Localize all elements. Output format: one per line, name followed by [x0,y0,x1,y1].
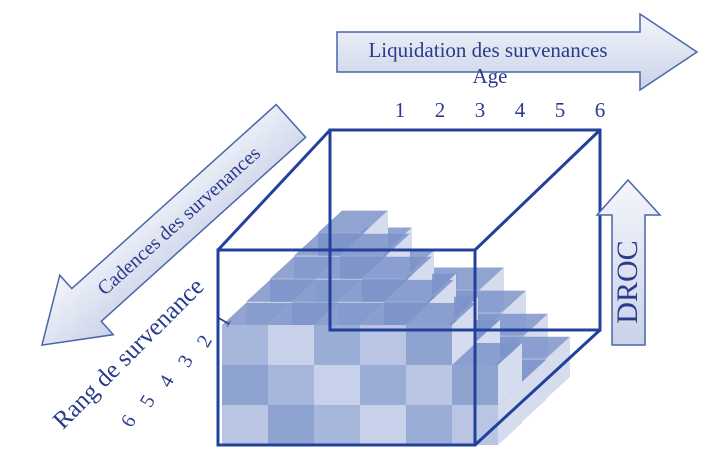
cube-top [318,210,388,233]
cube-front [360,405,406,445]
cube-front [360,325,406,365]
cube-front [360,365,406,405]
cube-top [268,303,338,325]
cube-front [406,325,452,365]
cube-front [222,325,268,365]
cube-top [384,279,454,302]
age-tick: 4 [515,98,526,122]
top-arrow-label: Liquidation des survenances [368,38,607,62]
top-arrow [336,12,699,92]
right-arrow [595,178,662,346]
cube-top [362,256,432,279]
right-arrow-label: DROC [611,240,644,323]
cube-front [406,365,452,405]
rank-tick: 1 [212,311,236,331]
cube-front [314,365,360,405]
edge [473,128,602,252]
age-tick: 6 [595,98,606,122]
cube-front [268,365,314,405]
rank-tick: 2 [193,331,217,351]
rank-tick: 6 [117,411,141,431]
cube-stack [222,210,570,445]
cube-front [314,405,360,445]
age-title: Age [473,64,508,88]
cube-top [360,303,430,325]
cube-top [246,279,316,302]
age-tick: 1 [395,98,406,122]
wire-cube [216,128,602,447]
cube-top [292,279,362,302]
cube-top [316,256,386,279]
cube-top [452,343,522,365]
rank-tick: 4 [155,371,179,391]
age-tick: 5 [555,98,566,122]
cube-top [270,256,340,279]
cube-front [314,325,360,365]
back-face [328,128,602,332]
cube-side [452,303,476,365]
front-face [216,248,477,447]
left-arrow-label: Cadences des survenances [93,142,265,300]
cube-front [406,405,452,445]
cube-front [268,405,314,445]
cube-front [222,405,268,445]
cube-top [338,279,408,302]
age-tick: 2 [435,98,446,122]
cube-front [222,365,268,405]
rank-tick: 5 [136,391,160,411]
edge [216,128,332,252]
left-arrow [40,103,307,347]
cube-side [498,343,522,405]
cube-front [268,325,314,365]
cube-top [222,303,292,325]
rank-tick: 3 [174,351,198,371]
edge [473,328,602,447]
age-tick: 3 [475,98,486,122]
cube-top [406,303,476,325]
